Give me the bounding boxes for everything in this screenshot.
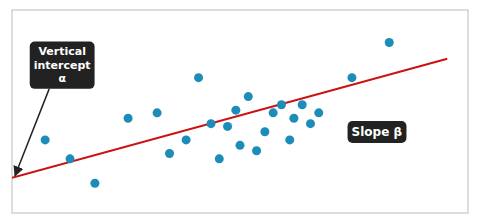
scatter-point — [236, 141, 245, 150]
annotation-text: Slope β — [352, 125, 403, 139]
annotation-text: Verticalinterceptα — [34, 45, 91, 84]
scatter-point — [285, 135, 294, 144]
scatter-point — [66, 154, 75, 163]
annotation-box — [30, 41, 95, 88]
scatter-point — [231, 106, 240, 115]
scatter-point — [298, 100, 307, 109]
annotation-line: α — [58, 72, 66, 85]
scatter-point — [90, 179, 99, 188]
chart: Verticalinterceptα Slope β — [0, 0, 480, 223]
scatter-point — [314, 108, 323, 117]
scatter-point — [165, 149, 174, 158]
scatter-point — [306, 119, 315, 128]
annotation-arrow — [15, 89, 49, 176]
scatter-point — [260, 127, 269, 136]
scatter-point — [269, 108, 278, 117]
scatter-point — [277, 100, 286, 109]
scatter-point — [289, 114, 298, 123]
annotation: Slope β — [348, 121, 407, 143]
scatter-point — [41, 135, 50, 144]
scatter-point — [206, 119, 215, 128]
scatter-point — [347, 73, 356, 82]
scatter-point — [252, 146, 261, 155]
plot-frame — [12, 10, 468, 213]
plot-area — [12, 38, 447, 188]
scatter-point — [194, 73, 203, 82]
scatter-point — [385, 38, 394, 47]
scatter-point — [215, 154, 224, 163]
scatter-point — [223, 122, 232, 131]
annotation: Verticalinterceptα — [30, 41, 95, 88]
scatter-point — [153, 108, 162, 117]
scatter-point — [124, 114, 133, 123]
annotation-line: intercept — [34, 59, 91, 72]
annotation-line: Slope β — [352, 125, 403, 139]
annotation-line: Vertical — [38, 45, 86, 58]
scatter-point — [244, 92, 253, 101]
annotation-box — [348, 121, 407, 143]
scatter-point — [182, 135, 191, 144]
